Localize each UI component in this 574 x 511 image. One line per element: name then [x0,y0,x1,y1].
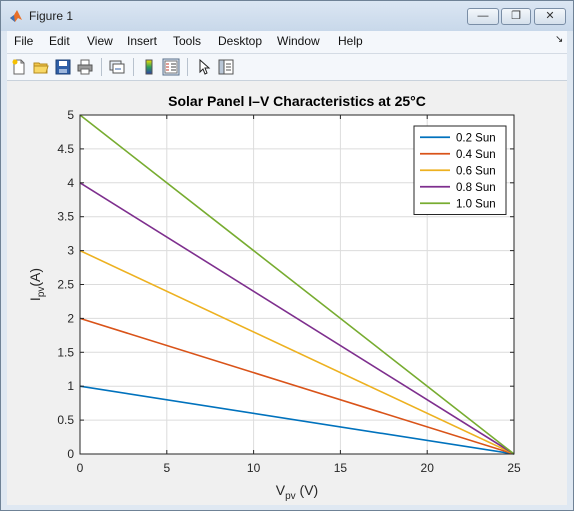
close-button[interactable]: ✕ [534,8,566,25]
y-tick-label: 5 [67,108,74,122]
maximize-button[interactable]: ❐ [501,8,531,25]
legend-label: 0.8 Sun [456,182,496,194]
legend-label: 0.2 Sun [456,132,496,144]
x-label-subscript: pv [285,491,296,502]
menu-bar: File Edit View Insert Tools Desktop Wind… [7,31,567,54]
legend-label: 0.4 Sun [456,149,496,161]
x-tick-label: 0 [77,461,84,475]
legend-label: 0.6 Sun [456,165,496,177]
save-icon[interactable] [54,58,72,76]
y-tick-label: 1.5 [57,345,74,359]
menu-view[interactable]: View [87,34,113,48]
dock-arrow-icon[interactable]: ↘ [555,34,564,45]
minimize-button[interactable]: — [467,8,499,25]
y-tick-label: 1 [67,379,74,393]
y-tick-label: 2 [67,311,74,325]
close-icon: ✕ [545,10,555,22]
y-tick-label: 4 [67,176,74,190]
x-tick-label: 5 [163,461,170,475]
menu-desktop[interactable]: Desktop [218,34,263,48]
y-tick-label: 3 [67,244,74,258]
x-label-unit: (V) [296,482,319,498]
toolbar-separator [101,58,102,76]
menu-tools[interactable]: Tools [173,34,202,48]
series-line-2 [79,317,515,455]
menu-help[interactable]: Help [338,34,363,48]
legend[interactable]: 0.2 Sun 0.4 Sun 0.6 Sun 0.8 Sun 1.0 Sun [413,125,507,215]
figure-canvas: 0 5 10 15 20 25 0 0.5 1 1.5 2 2.5 3 3.5 4 4.5 5 Solar Pa… [7,81,567,505]
series-line-5 [79,114,515,455]
open-folder-icon[interactable] [32,58,50,76]
menu-insert[interactable]: Insert [127,34,158,48]
colorbar-icon[interactable] [140,58,158,76]
y-label-subscript: pv [36,287,47,298]
property-editor-icon[interactable] [217,58,235,76]
x-tick-label: 15 [334,461,348,475]
y-tick-label: 4.5 [57,142,74,156]
x-tick-label: 25 [507,461,521,475]
print-icon[interactable] [76,58,94,76]
menu-edit[interactable]: Edit [49,34,70,48]
chart-title: Solar Panel I–V Characteristics at 25°C [168,93,426,109]
legend-icon[interactable] [162,58,180,76]
matlab-logo-icon [10,10,22,22]
menu-file[interactable]: File [14,34,34,48]
figure-toolbar [7,54,567,81]
window-title: Figure 1 [29,9,74,23]
series-line-4 [79,182,515,455]
toolbar-separator [187,58,188,76]
menu-window[interactable]: Window [277,34,320,48]
restore-icon: ❐ [511,10,521,22]
series-line-3 [79,249,515,455]
x-tick-label: 10 [247,461,261,475]
y-label-main: I [27,297,43,301]
series-line-1 [79,385,515,455]
title-bar[interactable]: Figure 1 — ❐ ✕ [1,1,573,31]
iv-chart: 0 5 10 15 20 25 0 0.5 1 1.5 2 2.5 3 3.5 4 4.5 5 Solar Pa… [27,93,521,502]
toolbar-separator [133,58,134,76]
ticks-layer: 0 5 10 15 20 25 0 0.5 1 1.5 2 2.5 3 3.5 4 4.5 5 [57,108,521,475]
y-tick-label: 0 [67,447,74,461]
y-tick-label: 3.5 [57,210,74,224]
new-file-icon[interactable] [10,58,28,76]
y-label-unit: (A) [27,268,43,287]
x-label-main: V [276,482,286,498]
link-icon[interactable] [108,58,126,76]
y-tick-label: 0.5 [57,413,74,427]
legend-label: 1.0 Sun [456,198,496,210]
pointer-icon[interactable] [195,58,213,76]
y-axis-label: Ipv(A) [27,268,47,301]
x-axis-label: Vpv (V) [276,482,318,502]
x-tick-label: 20 [421,461,435,475]
y-tick-label: 2.5 [57,278,74,292]
series-layer [79,114,515,455]
minimize-icon: — [477,10,489,22]
